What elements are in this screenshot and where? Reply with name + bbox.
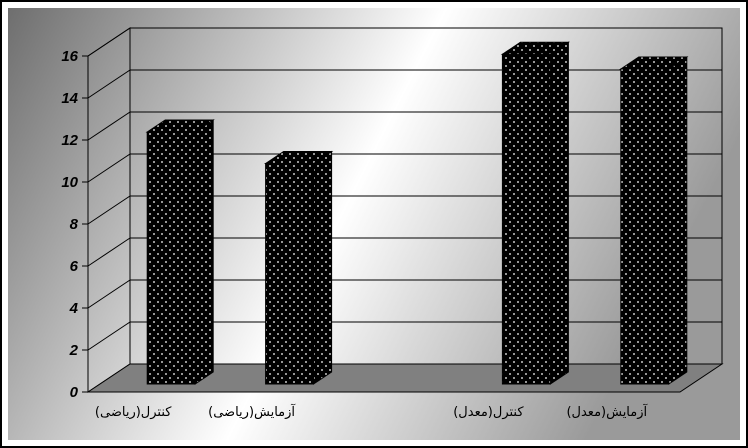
- y-tick-label: 0: [70, 384, 79, 401]
- y-tick-label: 8: [70, 216, 79, 233]
- gridline-side: [87, 321, 131, 351]
- gridline-side: [87, 27, 131, 57]
- y-tick-label: 6: [70, 258, 79, 275]
- gridline-side: [87, 279, 131, 309]
- y-tick-label: 12: [61, 132, 78, 149]
- bar-top: [145, 119, 215, 133]
- gridline-side: [87, 153, 131, 183]
- x-category-label: آزمایش(معدل): [566, 403, 648, 420]
- bar-front: [620, 68, 670, 385]
- y-tick-label: 10: [61, 174, 78, 191]
- y-tick-label: 14: [61, 90, 78, 107]
- x-axis-labels: کنترل(ریاضی) آزمایش(ریاضی) کنترل(معدل) آزما…: [95, 403, 649, 420]
- gridline-side: [87, 69, 131, 99]
- y-tick-label: 16: [61, 48, 78, 65]
- y-tick-label: 2: [69, 342, 79, 359]
- bar: [145, 119, 215, 385]
- bar: [500, 41, 571, 385]
- bars: [145, 41, 689, 385]
- y-tick-label: 4: [69, 300, 79, 317]
- bar-side: [313, 150, 333, 385]
- bar-front: [501, 53, 551, 385]
- gridline-side: [87, 237, 131, 267]
- gridline-side: [87, 111, 131, 141]
- bar-front: [146, 131, 196, 385]
- bar: [263, 150, 334, 385]
- x-category-label: کنترل(ریاضی): [95, 405, 172, 420]
- bar-side: [194, 119, 214, 385]
- x-category-label: آزمایش(ریاضی): [208, 403, 296, 420]
- x-category-label: کنترل(معدل): [453, 405, 524, 420]
- y-axis-ticks: 0 2 4 6 8 10 12 14 16: [61, 48, 89, 401]
- bar-top: [263, 151, 334, 164]
- bar-front: [265, 163, 315, 385]
- bar-top: [619, 56, 689, 70]
- bar-side: [549, 41, 569, 385]
- bar-top: [500, 41, 571, 55]
- gridline-side: [87, 195, 131, 225]
- bar-side: [668, 56, 688, 385]
- bar: [619, 56, 689, 385]
